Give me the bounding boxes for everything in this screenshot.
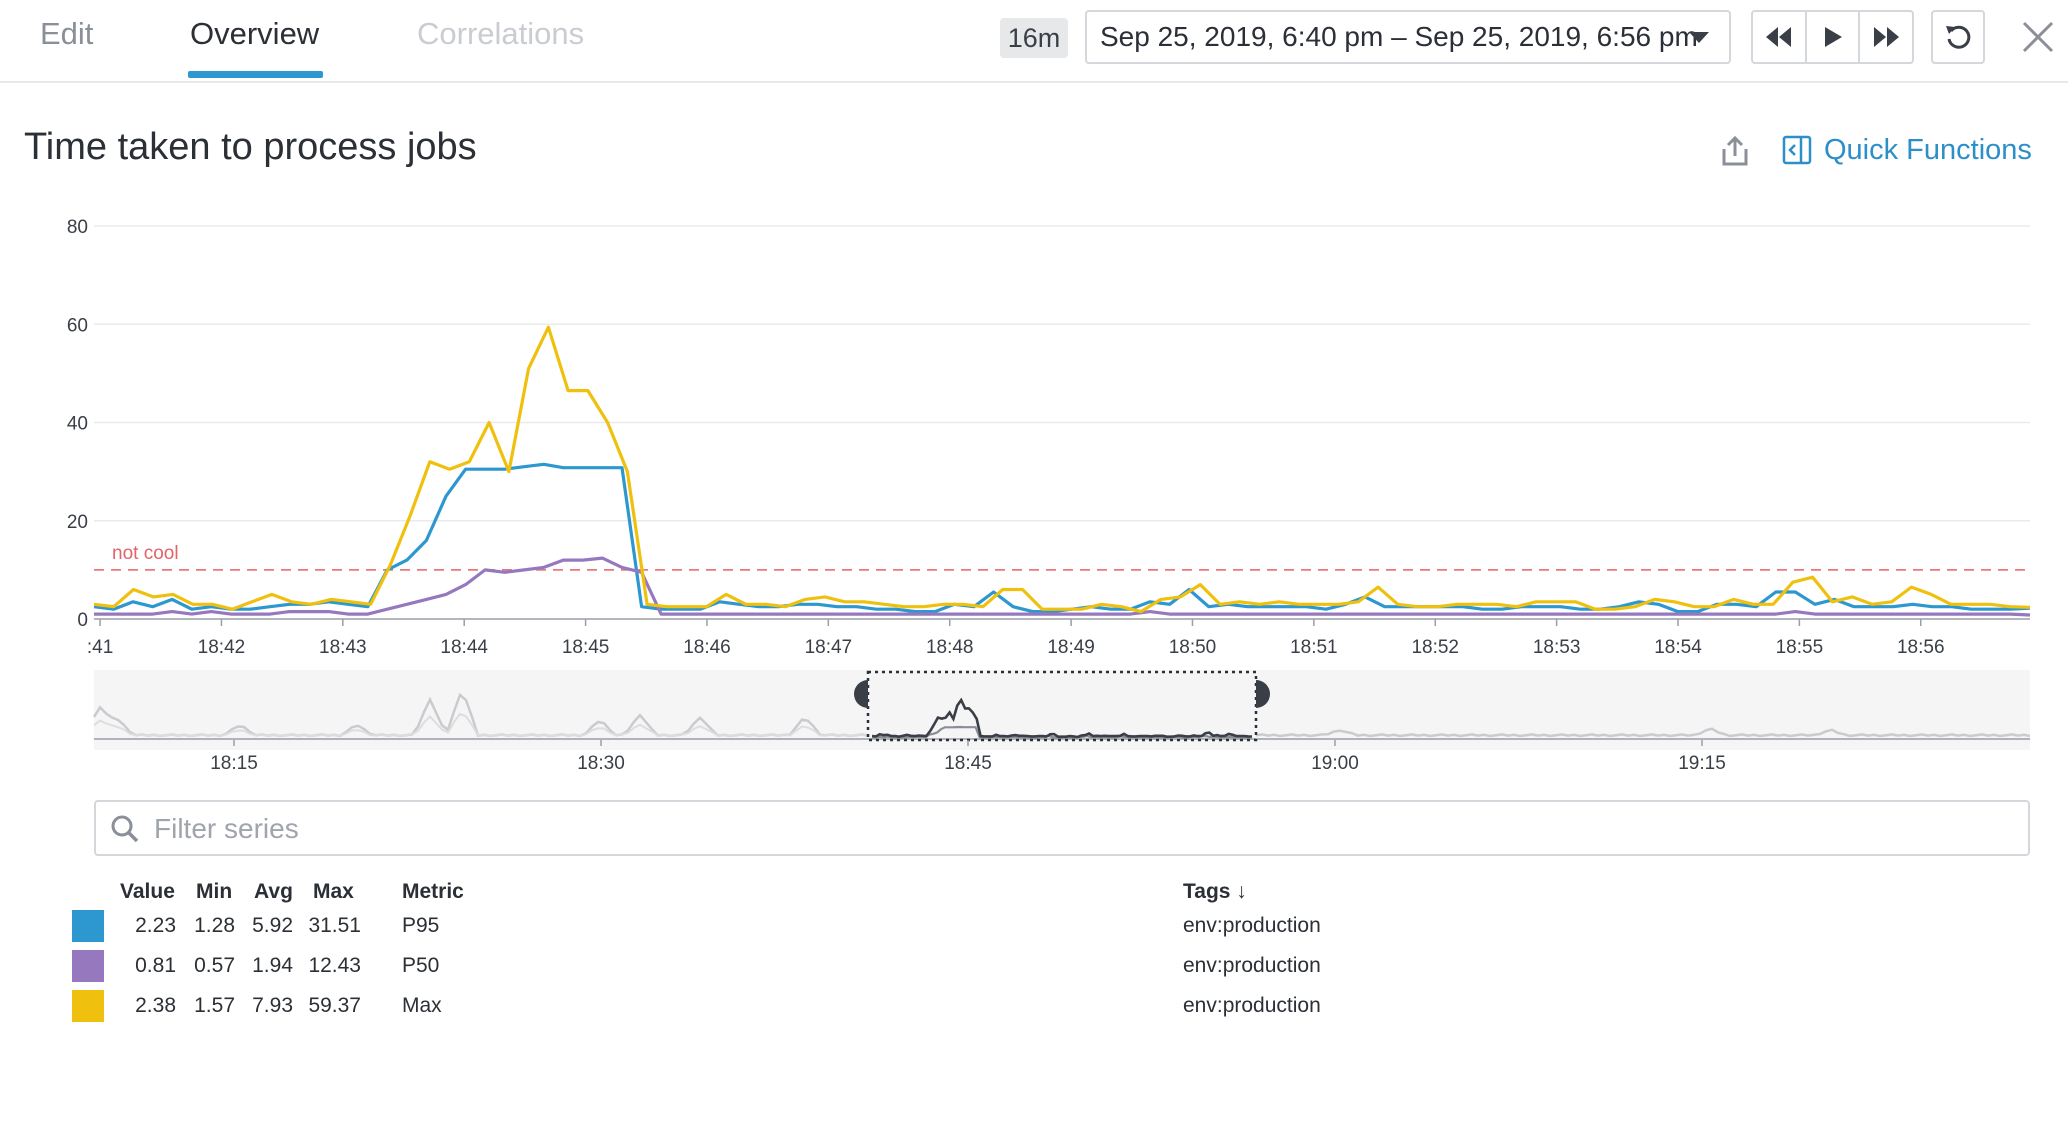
navigator-tick-label: 18:45: [944, 753, 992, 774]
tab-correlations[interactable]: Correlations: [417, 16, 585, 51]
time-range-label: Sep 25, 2019, 6:40 pm – Sep 25, 2019, 6:…: [1100, 21, 1698, 52]
legend-avg: 5.92: [252, 914, 293, 937]
rewind-icon: [1765, 27, 1791, 47]
navigator-tick-label: 18:30: [577, 753, 625, 774]
legend-max: 59.37: [308, 994, 361, 1017]
close-icon: [2022, 21, 2054, 53]
legend-min: 0.57: [194, 954, 235, 977]
x-tick-label: 18:45: [562, 637, 610, 655]
y-tick-label: 60: [67, 315, 88, 336]
legend-row-max[interactable]: 2.38 1.57 7.93 59.37 Max env:production: [0, 988, 2068, 1028]
column-header-metric[interactable]: Metric: [402, 880, 464, 903]
x-tick-label: 18:56: [1897, 637, 1945, 655]
legend-tags: env:production: [1183, 954, 1321, 977]
legend-max: 12.43: [308, 954, 361, 977]
navigator-series: [92, 692, 2031, 739]
play-button[interactable]: [1807, 12, 1861, 62]
x-tick-label: 18:54: [1654, 637, 1702, 655]
y-tick-label: 0: [77, 610, 88, 631]
legend-avg: 1.94: [252, 954, 293, 977]
duration-badge: 16m: [1000, 18, 1068, 58]
quick-functions-icon: [1782, 135, 1812, 165]
navigator-window-max: [871, 697, 1253, 739]
legend-row-p50[interactable]: 0.81 0.57 1.94 12.43 P50 env:production: [0, 948, 2068, 988]
y-tick-label: 20: [67, 512, 88, 533]
legend-row-p95[interactable]: 2.23 1.28 5.92 31.51 P95 env:production: [0, 908, 2068, 948]
filter-series-input[interactable]: [152, 808, 1956, 850]
reset-button[interactable]: [1931, 10, 1985, 64]
play-icon: [1824, 27, 1842, 47]
series-color-swatch[interactable]: [72, 950, 104, 982]
series-color-swatch[interactable]: [72, 990, 104, 1022]
quick-functions-label: Quick Functions: [1824, 133, 2032, 166]
x-tick-label: 18:43: [319, 637, 367, 655]
x-tick-label: 18:52: [1411, 637, 1459, 655]
x-tick-label: 18:42: [198, 637, 246, 655]
series-line-p95: [93, 462, 2031, 614]
time-navigator[interactable]: 18:15 18:30 18:45 19:00 19:15: [0, 660, 2068, 780]
tab-overview[interactable]: Overview: [190, 16, 320, 51]
chevron-down-icon: [1689, 32, 1709, 43]
legend-min: 1.57: [194, 994, 235, 1017]
fast-forward-icon: [1874, 27, 1900, 47]
active-tab-indicator: [188, 71, 323, 78]
navigator-left-handle[interactable]: [854, 680, 868, 708]
legend-tags: env:production: [1183, 914, 1321, 937]
y-tick-label: 40: [67, 414, 88, 435]
tab-edit[interactable]: Edit: [40, 16, 94, 51]
quick-functions-button[interactable]: Quick Functions: [1782, 130, 2032, 170]
search-icon: [111, 815, 139, 843]
column-header-tags[interactable]: Tags ↓: [1183, 880, 1247, 903]
x-tick-label: 18:53: [1533, 637, 1581, 655]
reset-icon: [1946, 25, 1971, 49]
legend-value: 2.38: [135, 994, 176, 1017]
navigator-tick-label: 19:15: [1678, 753, 1726, 774]
graph-title: Time taken to process jobs: [24, 126, 477, 168]
legend-metric: P95: [402, 914, 440, 937]
y-tick-label: 80: [67, 217, 88, 238]
navigator-tick-label: 18:15: [210, 753, 258, 774]
series-line-max: [93, 325, 2031, 614]
x-tick-label: 18:49: [1047, 637, 1095, 655]
series-color-swatch[interactable]: [72, 910, 104, 942]
legend-value: 0.81: [135, 954, 176, 977]
x-tick-label: :41: [87, 637, 113, 655]
legend-metric: Max: [402, 994, 442, 1017]
main-timeseries-chart[interactable]: 0 20 40 60 80 :41 18:42 18:43 18:44 18:45 18:46 18:…: [0, 205, 2068, 655]
close-button[interactable]: [2015, 14, 2061, 60]
x-tick-label: 18:44: [440, 637, 488, 655]
navigator-tick-label: 19:00: [1311, 753, 1359, 774]
x-tick-label: 18:48: [926, 637, 974, 655]
series-line-p50: [94, 556, 2031, 617]
playback-controls: [1751, 10, 1914, 64]
legend-max: 31.51: [308, 914, 361, 937]
column-header-value[interactable]: Value: [120, 880, 175, 903]
navigator-axis: 18:15 18:30 18:45 19:00 19:15: [210, 740, 1726, 774]
column-header-avg[interactable]: Avg: [254, 880, 293, 903]
legend-avg: 7.93: [252, 994, 293, 1017]
legend-metric: P50: [402, 954, 440, 977]
x-tick-label: 18:47: [805, 637, 853, 655]
legend-tags: env:production: [1183, 994, 1321, 1017]
x-tick-label: 18:50: [1169, 637, 1217, 655]
top-bar: Edit Overview Correlations 16m Sep 25, 2…: [0, 0, 2068, 83]
navigator-right-handle[interactable]: [1256, 680, 1270, 708]
rewind-button[interactable]: [1753, 12, 1807, 62]
legend-min: 1.28: [194, 914, 235, 937]
time-range-select[interactable]: Sep 25, 2019, 6:40 pm – Sep 25, 2019, 6:…: [1085, 10, 1731, 64]
filter-series-field[interactable]: [94, 800, 2030, 856]
column-header-min[interactable]: Min: [196, 880, 233, 903]
navigator-history-max: [1255, 727, 2031, 738]
x-tick-label: 18:55: [1776, 637, 1824, 655]
column-header-max[interactable]: Max: [313, 880, 354, 903]
fast-forward-button[interactable]: [1860, 12, 1912, 62]
navigator-history-p95: [93, 712, 869, 738]
threshold-marker-label: not cool: [112, 543, 179, 564]
x-tick-label: 18:46: [683, 637, 731, 655]
x-tick-label: 18:51: [1290, 637, 1338, 655]
legend-value: 2.23: [135, 914, 176, 937]
export-icon[interactable]: [1718, 134, 1752, 168]
